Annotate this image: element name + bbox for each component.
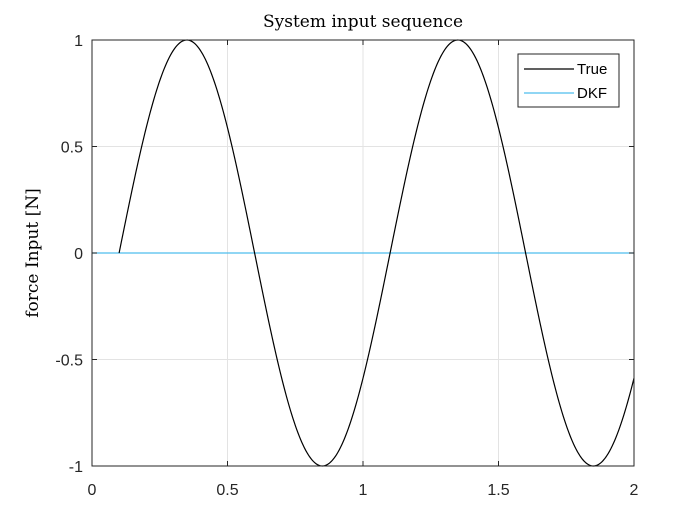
y-tick-label-3: 0.5	[61, 140, 83, 157]
y-tick-label-2: 0	[74, 246, 83, 263]
x-tick-label-3: 1.5	[487, 482, 509, 499]
x-tick-label-2: 1	[359, 482, 368, 499]
legend: True DKF	[517, 53, 620, 108]
x-tick-label-0: 0	[88, 482, 97, 499]
y-tick-label-0: -1	[69, 459, 83, 476]
y-tick-label-1: -0.5	[55, 353, 83, 370]
x-tick-label-1: 0.5	[216, 482, 238, 499]
legend-label-dkf: DKF	[577, 85, 607, 102]
series-layer	[92, 39, 635, 467]
legend-box	[517, 53, 620, 108]
y-axis-label: force Input [N]	[23, 188, 43, 318]
y-tick-label-4: 1	[74, 33, 83, 50]
legend-label-true: True	[577, 61, 607, 78]
x-tick-label-4: 2	[630, 482, 639, 499]
chart-title: System input sequence	[263, 12, 463, 32]
series-line-true	[118, 39, 635, 467]
ticks: 0 0.5 1 1.5 2 -1 -0.5 0 0.5 1	[55, 33, 638, 499]
